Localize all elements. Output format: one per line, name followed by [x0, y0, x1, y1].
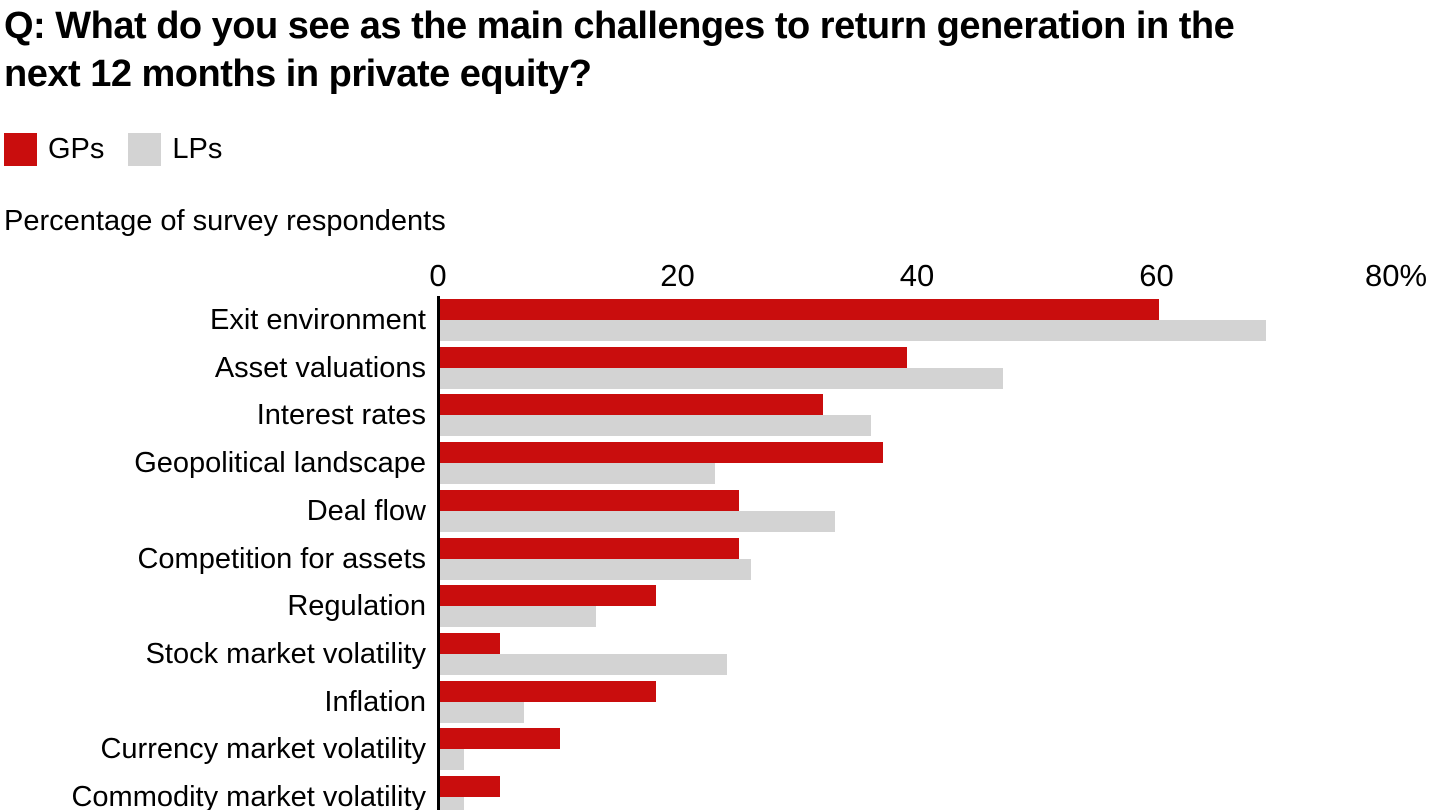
category-label: Currency market volatility: [100, 733, 426, 766]
bar-lps: [440, 510, 836, 532]
chart-title-line1: Q: What do you see as the main challenge…: [4, 5, 1235, 47]
legend-label-gps: GPs: [48, 132, 105, 165]
bar-gps: [440, 537, 740, 559]
category-label: Competition for assets: [137, 542, 426, 575]
bar-lps: [440, 558, 752, 580]
bar-lps: [440, 606, 596, 628]
bar-lps: [440, 653, 728, 675]
bar-lps: [440, 797, 464, 810]
x-tick-label: 0: [429, 258, 447, 293]
bar-gps: [440, 680, 656, 702]
category-label: Exit environment: [210, 304, 426, 336]
bar-gps: [440, 299, 1159, 320]
category-label: Deal flow: [306, 494, 426, 527]
category-label: Asset valuations: [214, 351, 426, 384]
bar-lps: [440, 320, 1267, 341]
bar-gps: [440, 394, 824, 416]
y-axis-line: [437, 296, 440, 810]
category-label: Commodity market volatility: [71, 781, 426, 810]
x-tick-label: 60: [1139, 258, 1174, 293]
chart-title-line2: next 12 months in private equity?: [4, 53, 592, 95]
category-label: Stock market volatility: [145, 637, 426, 670]
bar-lps: [440, 367, 1003, 389]
x-tick-label: 40: [899, 258, 935, 293]
bar-lps: [440, 701, 524, 723]
axis-description: Percentage of survey respondents: [4, 205, 446, 237]
bar-gps: [440, 489, 740, 511]
legend: GPs LPs: [4, 131, 246, 167]
legend-swatch-gps: [4, 132, 37, 166]
category-label: Inflation: [324, 685, 426, 718]
bar-lps: [440, 463, 716, 485]
bar-lps: [440, 749, 464, 771]
x-tick-label: 20: [660, 258, 695, 293]
category-label: Regulation: [287, 590, 426, 623]
bar-gps: [440, 585, 656, 607]
legend-swatch-lps: [128, 132, 162, 166]
bar-gps: [440, 776, 500, 797]
bar-lps: [440, 415, 872, 437]
bar-gps: [440, 346, 908, 368]
x-tick-label: 80%: [1364, 258, 1428, 293]
bar-gps: [440, 728, 560, 750]
bar-gps: [440, 632, 500, 654]
legend-label-lps: LPs: [172, 132, 223, 165]
bar-gps: [440, 442, 884, 464]
category-label: Interest rates: [256, 399, 426, 432]
chart-title: Q: What do you see as the main challenge…: [4, 2, 1235, 98]
category-label: Geopolitical landscape: [134, 447, 426, 480]
